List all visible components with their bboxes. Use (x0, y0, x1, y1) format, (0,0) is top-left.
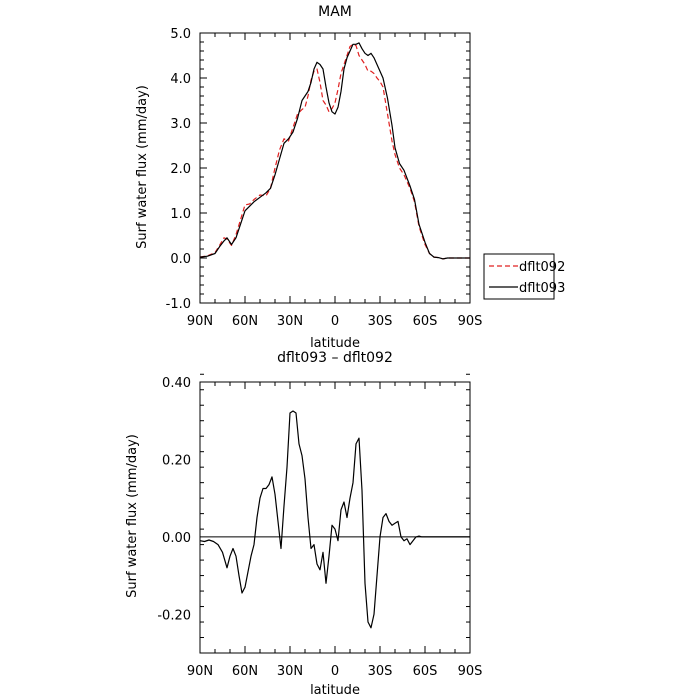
x-tick-label: 0 (331, 314, 339, 329)
y-tick-label: 2.0 (170, 162, 191, 177)
y-tick-label: 0.40 (162, 376, 191, 391)
x-tick-label: 30S (368, 664, 393, 679)
y-tick-label: 3.0 (170, 117, 191, 132)
x-tick-label: 60S (413, 314, 438, 329)
series-line-dflt092 (199, 43, 470, 260)
y-tick-label: -1.0 (166, 297, 191, 312)
legend-box (483, 253, 555, 300)
top-chart-xlabel: latitude (310, 336, 360, 351)
x-tick-label: 90S (458, 664, 483, 679)
legend-label-dflt093: dflt093 (519, 281, 565, 296)
top-plot-frame (199, 32, 471, 304)
y-tick-label: 5.0 (170, 27, 191, 42)
series-line-dflt093 (199, 42, 470, 260)
x-tick-label: 30N (277, 314, 303, 329)
x-tick-label: 90N (187, 664, 213, 679)
x-tick-label: 0 (331, 664, 339, 679)
top-chart-legend: dflt092 dflt093 (483, 253, 565, 300)
top-chart: MAM latitude Surf water flux (mm/day) df… (135, 4, 565, 351)
y-tick-label: 4.0 (170, 72, 191, 87)
top-chart-title: MAM (318, 4, 352, 20)
series-line-series-0 (199, 410, 470, 629)
bottom-chart: dflt093 – dflt092 latitude Surf water fl… (125, 350, 482, 698)
bottom-chart-ylabel: Surf water flux (mm/day) (125, 434, 140, 598)
x-tick-label: 30N (277, 664, 303, 679)
bottom-chart-xlabel: latitude (310, 683, 360, 698)
y-tick-label: 0.20 (162, 453, 191, 468)
x-tick-label: 30S (368, 314, 393, 329)
top-chart-ylabel: Surf water flux (mm/day) (135, 85, 150, 249)
x-tick-label: 60S (413, 664, 438, 679)
x-tick-label: 60N (232, 314, 258, 329)
y-tick-label: 1.0 (170, 207, 191, 222)
y-tick-label: 0.0 (170, 252, 191, 267)
y-tick-label: -0.20 (157, 608, 191, 623)
legend-label-dflt092: dflt092 (519, 260, 565, 275)
x-tick-label: 90S (458, 314, 483, 329)
x-tick-label: 60N (232, 664, 258, 679)
x-tick-label: 90N (187, 314, 213, 329)
bottom-plot-frame (199, 381, 471, 654)
bottom-chart-title: dflt093 – dflt092 (277, 350, 393, 366)
y-tick-label: 0.00 (162, 531, 191, 546)
